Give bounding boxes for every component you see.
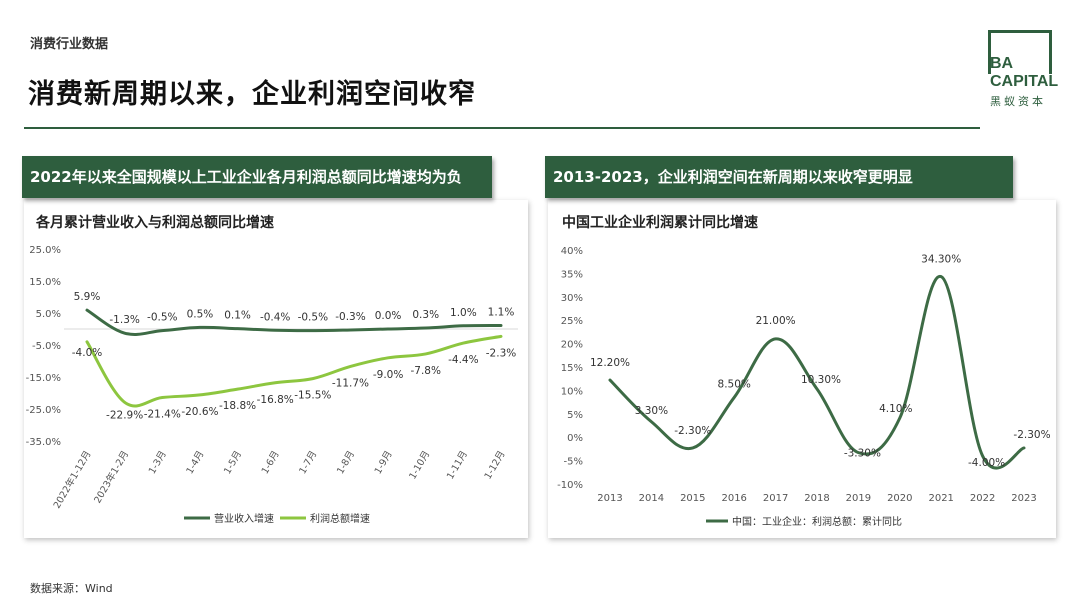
left-ytick-label: 15.0% [29,277,61,288]
right-data-label: 8.50% [718,378,751,390]
left-series-profit-data-label: -4.0% [72,347,102,359]
right-legend-label: 中国：工业企业：利润总额：累计同比 [732,515,902,528]
left-series-profit-data-label: -18.8% [219,400,256,412]
category-label: 消费行业数据 [30,37,109,52]
left-xtick-label: 2022年1-12月 [51,449,94,511]
left-series-profit-data-label: -11.7% [332,377,369,389]
left-series-revenue-data-label: -0.4% [260,311,290,323]
left-xtick-label: 1-9月 [373,449,395,476]
left-legend-label: 营业收入增速 [214,512,274,525]
left-series-revenue-data-label: -0.5% [298,312,328,324]
right-line-chart: 40% 35% 30% 25% 20% 15% 10% 5% 0% -5% -10% 2013 2014… [557,246,1050,528]
left-series-revenue-data-label: -1.3% [109,314,139,326]
left-xtick-label: 1-3月 [147,449,169,476]
left-chart-panel [24,200,528,538]
left-series-profit-data-label: -15.5% [294,390,331,402]
data-source: 数据来源：Wind [30,582,113,595]
right-data-label: -2.30% [1013,429,1050,441]
right-xtick-label: 2020 [887,493,912,504]
logo-text-cn: 黑蚁资本 [990,95,1046,108]
left-xtick-label: 1-4月 [184,449,206,476]
left-banner: 2022年以来全国规模以上工业企业各月利润总额同比增速均为负 [22,156,492,198]
logo-text-capital: CAPITAL [990,73,1059,90]
left-line-chart: 25.0%15.0%5.0%-5.0%-15.0%-25.0%-35.0%202… [26,245,518,525]
left-legend-label: 利润总额增速 [310,512,370,525]
right-ytick-label: 30% [561,293,583,304]
left-series-profit-data-label: -7.8% [410,365,440,377]
left-series-revenue-data-label: 0.5% [187,308,214,320]
right-ytick-label: 10% [561,386,583,397]
right-ytick-label: 35% [561,269,583,280]
right-data-label: 3.30% [635,405,668,417]
logo-text-ba: BA [990,55,1014,72]
right-xtick-label: 2015 [680,493,705,504]
right-ytick-label: 5% [567,410,583,421]
left-series-revenue-data-label: 0.3% [412,309,439,321]
right-ytick-label: 40% [561,246,583,257]
left-xtick-label: 1-10月 [407,449,432,481]
left-xtick-label: 2023年1-2月 [91,449,131,506]
left-series-revenue-data-label: 5.9% [74,291,101,303]
right-ytick-label: -10% [557,480,583,491]
right-xtick-label: 2023 [1011,493,1036,504]
left-series-revenue-data-label: -0.3% [335,311,365,323]
left-xtick-label: 1-11月 [445,449,470,481]
title-divider [24,127,980,129]
left-ytick-label: 5.0% [36,309,61,320]
left-xtick-label: 1-6月 [260,449,282,476]
left-series-revenue-data-label: 0.0% [375,310,402,322]
right-data-label: 4.10% [879,403,912,415]
right-xtick-label: 2016 [721,493,746,504]
right-xtick-label: 2019 [846,493,871,504]
right-data-label: -3.30% [844,448,881,460]
right-data-label: 21.00% [756,315,796,327]
right-ytick-label: 15% [561,363,583,374]
left-ytick-label: -5.0% [32,341,61,352]
right-ytick-label: -5% [564,457,583,468]
right-xtick-label: 2018 [804,493,829,504]
left-series-profit-data-label: -9.0% [373,369,403,381]
right-ytick-label: 20% [561,340,583,351]
left-series-profit-data-label: -20.6% [181,406,218,418]
right-data-label: -4.00% [968,457,1005,469]
left-xtick-label: 1-12月 [483,449,508,481]
left-series-revenue-line [85,308,503,336]
right-xtick-label: 2014 [639,493,664,504]
left-ytick-label: 25.0% [29,245,61,256]
left-xtick-label: 1-7月 [297,449,319,476]
right-ytick-label: 25% [561,316,583,327]
left-chart-title: 各月累计营业收入与利润总额同比增速 [36,215,274,231]
left-series-profit-data-label: -2.3% [486,347,516,359]
left-ytick-label: -35.0% [26,437,61,448]
left-series-profit-data-label: -16.8% [257,394,294,406]
left-series-revenue-data-label: -0.5% [147,312,177,324]
left-series-profit-data-label: -4.4% [448,354,478,366]
right-data-label: 10.30% [801,374,841,386]
left-ytick-label: -15.0% [26,373,61,384]
right-xtick-label: 2022 [970,493,995,504]
left-series-profit-line [85,334,503,408]
right-ytick-label: 0% [567,433,583,444]
right-chart-title: 中国工业企业利润累计同比增速 [562,215,758,231]
left-series-revenue-data-label: 1.0% [450,307,477,319]
right-xtick-label: 2017 [763,493,788,504]
left-xtick-label: 1-8月 [335,449,357,476]
right-data-label: 34.30% [921,254,961,266]
left-series-revenue-data-label: 1.1% [488,306,515,318]
right-data-label: -2.30% [674,425,711,437]
left-series-profit-data-label: -22.9% [106,409,143,421]
right-data-label: 12.20% [590,357,630,369]
right-chart-panel [548,200,1056,538]
page-title: 消费新周期以来，企业利润空间收窄 [28,79,476,110]
logo-frame-icon [988,30,1052,74]
right-xtick-label: 2013 [597,493,622,504]
right-series-profit-line [608,275,1026,470]
left-series-profit-data-label: -21.4% [144,408,181,420]
brand-logo: BA CAPITAL 黑蚁资本 [988,30,1058,108]
left-series-revenue-data-label: 0.1% [224,310,251,322]
right-banner: 2013-2023，企业利润空间在新周期以来收窄更明显 [545,156,1013,198]
left-xtick-label: 1-5月 [222,449,244,476]
right-xtick-label: 2021 [928,493,953,504]
left-ytick-label: -25.0% [26,405,61,416]
